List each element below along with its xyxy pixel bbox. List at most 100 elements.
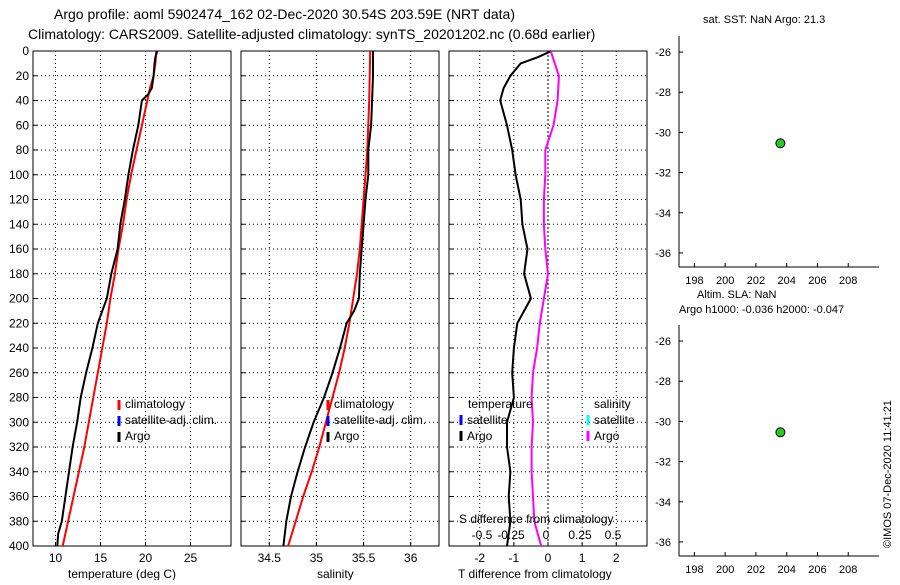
temperature-legend: climatology satellite-adj. clim. Argo bbox=[117, 397, 217, 443]
difference-xtick-label: 0 bbox=[545, 551, 552, 565]
temperature-xlabel: temperature (deg C) bbox=[68, 567, 176, 580]
depth-tick-label: 380 bbox=[9, 514, 29, 528]
map-xtick-label: 202 bbox=[747, 564, 765, 576]
depth-tick-label: 20 bbox=[16, 69, 30, 83]
sla-axis-ticks: 198 200 202 204 206 208 -26 -28 -30 -32 -34 -36 bbox=[655, 336, 857, 576]
sst-map-title: sat. SST: NaN Argo: 21.3 bbox=[703, 14, 825, 26]
temperature-xtick-label: 20 bbox=[139, 551, 153, 565]
map-ytick-label: -34 bbox=[655, 208, 671, 220]
salinity-xtick-label: 35.5 bbox=[352, 551, 376, 565]
legend-argo-label: Argo bbox=[334, 429, 360, 443]
sla-argo-location-marker bbox=[775, 427, 786, 438]
sst-axis-ticks: 198 200 202 204 206 208 -26 -28 -30 -32 -34 -36 bbox=[655, 47, 857, 287]
difference-temperature-argo-line bbox=[499, 50, 552, 547]
depth-tick-label: 140 bbox=[9, 217, 29, 231]
map-xtick-label: 200 bbox=[716, 275, 734, 287]
map-ytick-label: -28 bbox=[655, 376, 671, 388]
map-xtick-label: 208 bbox=[839, 275, 857, 287]
temperature-argo-line bbox=[56, 50, 159, 547]
legend-satellite-label: satellite-adj. clim. bbox=[125, 413, 217, 427]
depth-tick-label: 340 bbox=[9, 465, 29, 479]
difference-xtick-label: 1 bbox=[579, 551, 586, 565]
temperature-xtick-label: 10 bbox=[49, 551, 63, 565]
legend-climatology-label: climatology bbox=[125, 397, 185, 411]
s-difference-tick-label: 0.5 bbox=[605, 528, 622, 542]
map-ytick-label: -32 bbox=[655, 457, 671, 469]
legend-argo-label: Argo bbox=[125, 429, 151, 443]
map-ytick-label: -34 bbox=[655, 497, 671, 509]
s-difference-tick-label: -0.25 bbox=[497, 528, 525, 542]
depth-tick-label: 200 bbox=[9, 292, 29, 306]
legend-sal-satellite-label: satellite bbox=[594, 413, 635, 427]
depth-tick-label: 100 bbox=[9, 168, 29, 182]
s-difference-tick-label: 0 bbox=[543, 528, 550, 542]
map-ytick-label: -36 bbox=[655, 248, 671, 260]
header-line1: Argo profile: aoml 5902474_162 02-Dec-20… bbox=[54, 6, 515, 22]
legend-sal-argo-label: Argo bbox=[594, 429, 620, 443]
map-xtick-label: 208 bbox=[839, 564, 857, 576]
map-xtick-label: 200 bbox=[716, 564, 734, 576]
map-ytick-label: -28 bbox=[655, 87, 671, 99]
legend-climatology-label: climatology bbox=[334, 397, 394, 411]
difference-xlabel: T difference from climatology bbox=[458, 567, 612, 580]
map-xtick-label: 198 bbox=[685, 275, 703, 287]
difference-salinity-argo-line bbox=[530, 50, 560, 547]
footer-stamp: ©IMOS 07-Dec-2020 11:41:21 bbox=[882, 400, 894, 548]
salinity-xtick-label: 34.5 bbox=[258, 551, 282, 565]
temperature-xtick-label: 25 bbox=[184, 551, 198, 565]
map-ytick-label: -32 bbox=[655, 168, 671, 180]
curve-layer bbox=[56, 50, 560, 547]
sst-map: 198 200 202 204 206 208 -26 -28 -30 -32 -34 -36 bbox=[655, 36, 879, 287]
depth-tick-label: 40 bbox=[16, 94, 30, 108]
depth-tick-label: 320 bbox=[9, 440, 29, 454]
map-xtick-label: 202 bbox=[747, 275, 765, 287]
map-ytick-label: -26 bbox=[655, 336, 671, 348]
s-difference-tick-label: -0.5 bbox=[472, 528, 493, 542]
s-difference-tick-label: 0.25 bbox=[568, 528, 592, 542]
map-ytick-label: -36 bbox=[655, 537, 671, 549]
depth-tick-label: 260 bbox=[9, 366, 29, 380]
temperature-climatology-line bbox=[61, 50, 158, 547]
map-ytick-label: -26 bbox=[655, 47, 671, 59]
salinity-xtick-label: 35 bbox=[310, 551, 324, 565]
legend-salinity-title: salinity bbox=[594, 397, 631, 411]
difference-xtick-label: 2 bbox=[613, 551, 620, 565]
map-xtick-label: 204 bbox=[778, 275, 796, 287]
temperature-xtick-label: 15 bbox=[94, 551, 108, 565]
depth-tick-label: 60 bbox=[16, 118, 30, 132]
s-difference-label: S difference from climatology bbox=[459, 512, 614, 526]
salinity-legend: climatology satellite-adj. clim. Argo bbox=[326, 397, 426, 443]
salinity-climatology-line bbox=[287, 50, 372, 547]
depth-tick-label: 220 bbox=[9, 316, 29, 330]
depth-tick-label: 0 bbox=[22, 44, 29, 58]
s-difference-ticks: -0.5 -0.25 0 0.25 0.5 bbox=[472, 528, 622, 542]
sla-map-title1: Altim. SLA: NaN bbox=[697, 289, 777, 301]
legend-temp-argo-label: Argo bbox=[467, 429, 493, 443]
difference-xtick-label: -1 bbox=[509, 551, 520, 565]
depth-tick-label: 280 bbox=[9, 391, 29, 405]
depth-tick-label: 400 bbox=[9, 539, 29, 553]
difference-legend: temperature satellite Argo salinity sate… bbox=[459, 397, 635, 443]
map-xtick-label: 206 bbox=[808, 564, 826, 576]
depth-tick-label: 180 bbox=[9, 267, 29, 281]
legend-satellite-label: satellite-adj. clim. bbox=[334, 413, 426, 427]
depth-tick-label: 240 bbox=[9, 341, 29, 355]
map-xtick-label: 206 bbox=[808, 275, 826, 287]
depth-tick-label: 80 bbox=[16, 143, 30, 157]
tick-layer: 10 15 20 2502040608010012014016018020022024… bbox=[9, 44, 620, 565]
depth-tick-label: 160 bbox=[9, 242, 29, 256]
legend-temperature-title: temperature bbox=[468, 397, 533, 411]
difference-xtick-label: -2 bbox=[474, 551, 485, 565]
map-ytick-label: -30 bbox=[655, 416, 671, 428]
depth-tick-label: 120 bbox=[9, 193, 29, 207]
legend-temp-satellite-label: satellite bbox=[467, 413, 508, 427]
salinity-xtick-label: 36 bbox=[404, 551, 418, 565]
sst-argo-location-marker bbox=[775, 138, 786, 149]
header-line2: Climatology: CARS2009. Satellite-adjuste… bbox=[28, 26, 595, 42]
map-xtick-label: 198 bbox=[685, 564, 703, 576]
sla-map-title2: Argo h1000: -0.036 h2000: -0.047 bbox=[679, 304, 844, 316]
depth-tick-label: 360 bbox=[9, 490, 29, 504]
map-xtick-label: 204 bbox=[778, 564, 796, 576]
salinity-xlabel: salinity bbox=[317, 567, 354, 580]
